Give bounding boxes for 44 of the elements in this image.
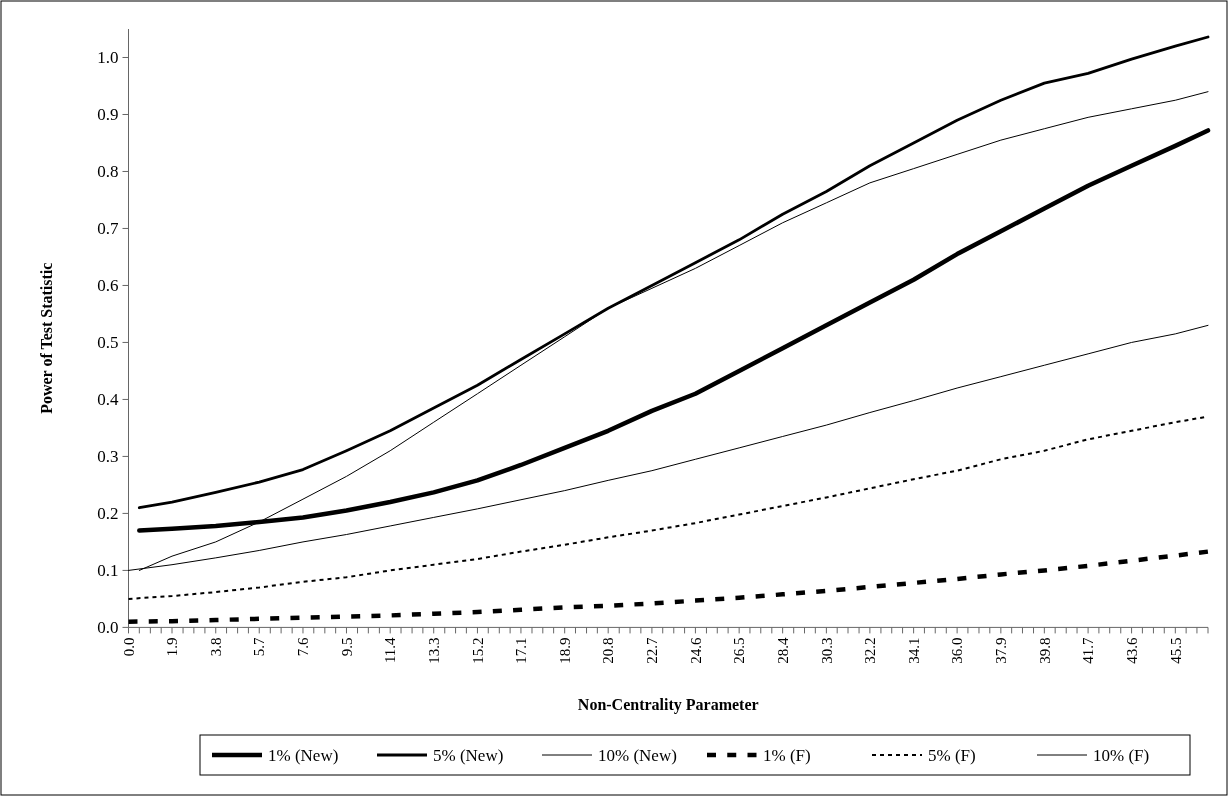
x-tick-label: 45.5	[1167, 637, 1184, 664]
x-tick-label: 32.2	[862, 637, 879, 664]
y-tick-label: 1.0	[97, 48, 119, 68]
x-tick-label: 13.3	[425, 637, 442, 664]
x-tick-label: 22.7	[644, 636, 661, 664]
y-tick-label: 0.5	[97, 333, 119, 353]
y-tick-label: 0.6	[97, 276, 119, 296]
x-axis-title: Non-Centrality Parameter	[577, 696, 759, 714]
legend-label: 5% (New)	[433, 745, 504, 765]
x-tick-label: 20.8	[600, 637, 617, 664]
y-tick-label: 0.1	[97, 561, 119, 581]
x-tick-label: 11.4	[382, 636, 399, 664]
legend-label: 10% (New)	[598, 745, 677, 765]
x-tick-label: 36.0	[949, 637, 966, 664]
x-tick-label: 3.8	[207, 637, 224, 657]
y-tick-label: 0.8	[97, 162, 119, 182]
legend-label: 1% (F)	[763, 745, 811, 765]
x-tick-label: 26.5	[731, 637, 748, 664]
x-tick-label: 37.9	[993, 637, 1010, 664]
x-tick-label: 15.2	[469, 637, 486, 664]
x-tick-label: 1.9	[164, 637, 181, 657]
y-tick-label: 0.2	[97, 504, 119, 524]
x-tick-label: 0.0	[120, 637, 137, 657]
x-tick-label: 28.4	[774, 636, 791, 664]
x-tick-label: 24.6	[687, 636, 704, 664]
legend-label: 1% (New)	[268, 745, 339, 765]
x-tick-label: 34.1	[905, 637, 922, 664]
y-tick-label: 0.7	[97, 219, 119, 239]
legend-label: 10% (F)	[1093, 745, 1150, 765]
y-tick-label: 0.9	[97, 105, 119, 125]
legend-label: 5% (F)	[928, 745, 976, 765]
x-tick-label: 41.7	[1080, 636, 1097, 664]
y-tick-label: 0.3	[97, 447, 119, 467]
x-tick-label: 18.9	[556, 637, 573, 664]
x-tick-label: 30.3	[818, 637, 835, 664]
y-axis-title: Power of Test Statistic	[38, 262, 55, 414]
x-tick-label: 43.6	[1123, 636, 1140, 664]
x-tick-label: 39.8	[1036, 637, 1053, 664]
x-tick-label: 7.6	[295, 636, 312, 657]
y-tick-label: 0.4	[97, 390, 119, 410]
x-tick-label: 9.5	[338, 637, 355, 657]
x-tick-label: 5.7	[251, 636, 268, 657]
x-tick-label: 17.1	[513, 637, 530, 664]
y-tick-label: 0.0	[97, 618, 119, 638]
